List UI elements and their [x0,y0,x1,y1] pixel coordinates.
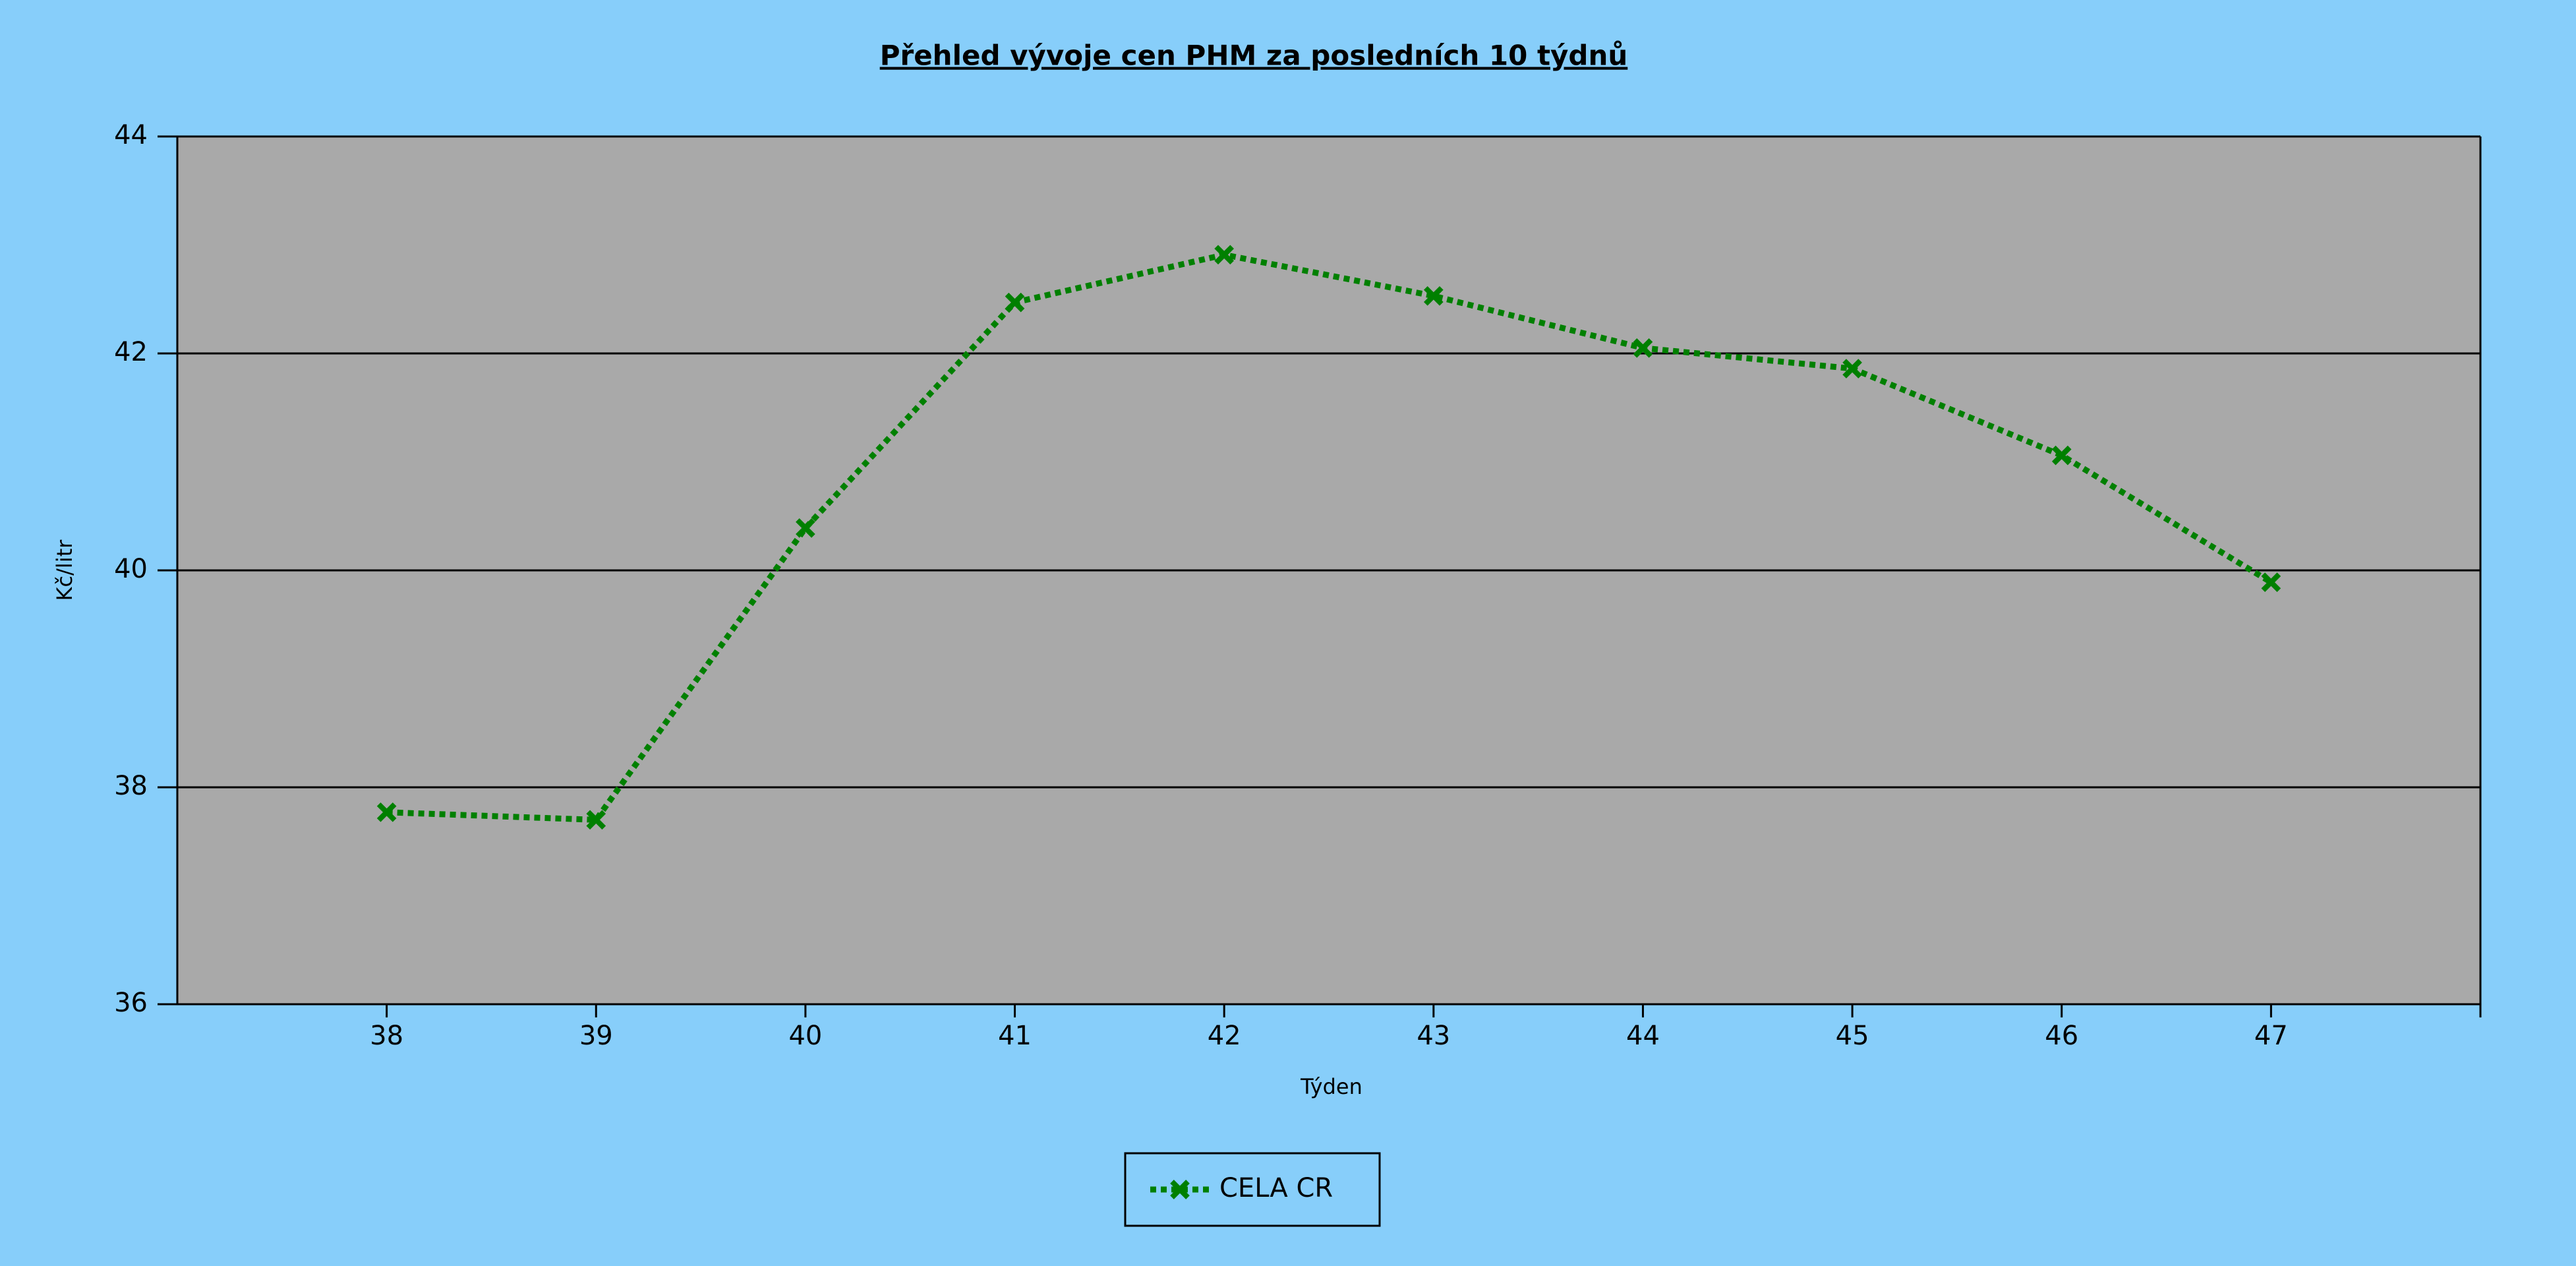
point-marker [376,802,397,822]
x-tick-label: 47 [2254,1021,2288,1051]
x-tick-label: 46 [2045,1021,2078,1051]
x-axis-label: Týden [1300,1074,1362,1099]
point-marker [1214,245,1235,265]
x-tick-label: 41 [998,1021,1032,1051]
y-tick-label: 42 [114,337,148,367]
point-marker [1005,292,1025,313]
point-marker [796,518,815,538]
x-tick-label: 44 [1626,1021,1660,1051]
y-axis-label: Kč/litr [52,539,77,601]
x-tick-label: 39 [579,1021,613,1051]
point-marker [2051,445,2072,466]
x-tick-label: 40 [788,1021,822,1051]
y-tick-label: 36 [114,988,148,1018]
point-marker [586,810,606,830]
legend-marker [1170,1180,1190,1199]
x-tick-label: 43 [1417,1021,1450,1051]
x-tick-label: 38 [370,1021,403,1051]
chart-title: Přehled vývoje cen PHM za posledních 10 … [880,40,1628,72]
point-marker [1633,338,1653,358]
legend-label: CELA CR [1219,1173,1333,1203]
point-marker [1842,359,1862,378]
point-marker [1423,286,1444,306]
x-tick-label: 42 [1208,1021,1241,1051]
legend-box [1124,1152,1381,1227]
y-tick-label: 44 [114,120,148,150]
y-tick-label: 40 [114,554,148,584]
x-tick-label: 45 [1836,1021,1869,1051]
y-tick-label: 38 [114,771,148,801]
point-marker [2261,572,2281,592]
